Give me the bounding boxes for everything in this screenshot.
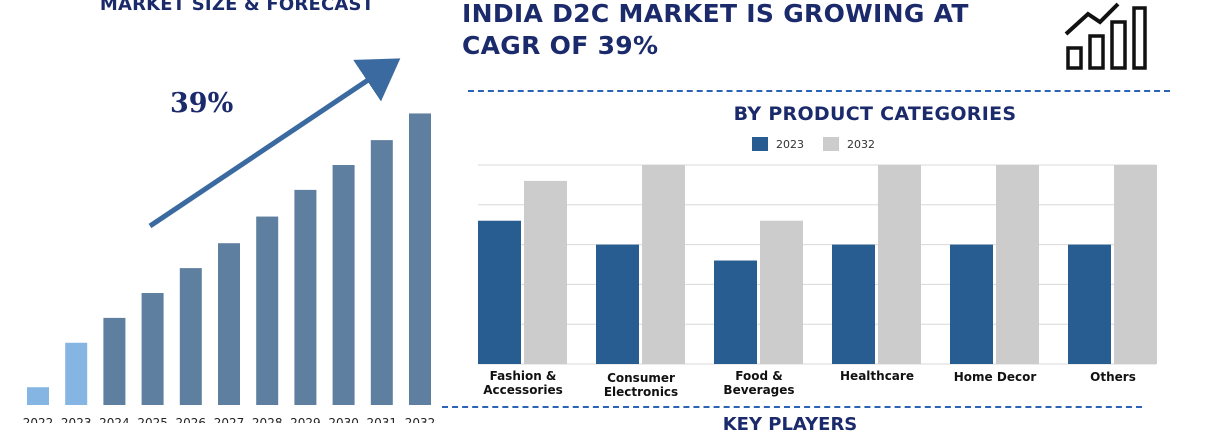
legend-label-2032: 2032	[847, 137, 875, 151]
category-bar-2032	[524, 180, 567, 364]
category-bar-2032	[642, 165, 685, 364]
legend-swatch-2023	[752, 137, 768, 151]
divider-bottom	[442, 406, 1142, 408]
category-bar-2023	[1068, 244, 1111, 364]
category-bar-2023	[714, 260, 757, 364]
forecast-year-label: 2031	[367, 416, 398, 423]
growth-chart-icon	[1064, 2, 1147, 70]
legend-item-2023: 2023	[752, 136, 804, 152]
forecast-bar-2030	[332, 165, 355, 405]
growth-arrow	[148, 58, 401, 229]
cagr-label: 39%	[170, 88, 234, 119]
category-label: Home Decor	[953, 370, 1037, 384]
forecast-bar-2022	[27, 387, 49, 405]
forecast-bar-2023	[65, 342, 88, 405]
category-bar-2032	[760, 220, 803, 364]
forecast-year-label: 2024	[99, 416, 130, 423]
legend-item-2032: 2032	[823, 136, 875, 152]
legend-label-2023: 2023	[776, 137, 804, 151]
key-players-title: KEY PLAYERS	[722, 414, 858, 435]
legend-swatch-2032	[823, 137, 839, 151]
forecast-year-label: 2025	[137, 416, 168, 423]
forecast-year-label: 2032	[405, 416, 436, 423]
categories-chart	[478, 164, 1157, 365]
category-bar-2023	[478, 220, 521, 364]
forecast-year-label: 2022	[23, 416, 54, 423]
category-label: Food & Beverages	[723, 369, 795, 397]
category-label: Others	[1090, 370, 1136, 384]
category-bar-2032	[878, 165, 921, 364]
market-size-title: MARKET SIZE & FORECAST	[99, 0, 375, 15]
forecast-year-label: 2030	[328, 416, 359, 423]
forecast-bar-2025	[141, 293, 164, 405]
category-label: Healthcare	[840, 369, 914, 383]
category-label: Fashion & Accessories	[483, 369, 563, 397]
category-bar-2023	[832, 244, 875, 364]
market-size-chart: 2022 2023 2024 2025 2026 2027 2028 2029 2030 2031…	[23, 58, 436, 423]
category-bar-2032	[996, 165, 1039, 364]
category-bar-2032	[1114, 165, 1157, 364]
forecast-year-label: 2028	[252, 416, 283, 423]
page-title: INDIA D2C MARKET IS GROWING AT CAGR OF 3…	[462, 0, 1062, 62]
forecast-bar-2032	[409, 113, 431, 405]
forecast-bar-2024	[103, 317, 126, 405]
forecast-year-label: 2027	[214, 416, 245, 423]
forecast-year-label: 2029	[290, 416, 321, 423]
forecast-bar-2029	[294, 189, 317, 405]
forecast-year-label: 2026	[176, 416, 207, 423]
page-title-line2: CAGR OF 39%	[462, 31, 659, 60]
category-bar-2023	[596, 244, 639, 364]
categories-title: BY PRODUCT CATEGORIES	[733, 103, 1017, 125]
category-label: Consumer Electronics	[603, 371, 679, 399]
forecast-year-label: 2023	[61, 416, 92, 423]
forecast-bar-2026	[179, 268, 202, 405]
forecast-bar-2031	[370, 140, 393, 405]
forecast-bar-2028	[256, 216, 279, 405]
forecast-bar-2027	[218, 243, 240, 405]
page-title-line1: INDIA D2C MARKET IS GROWING AT	[462, 0, 969, 28]
divider-top	[468, 90, 1170, 92]
category-bar-2023	[950, 244, 993, 364]
